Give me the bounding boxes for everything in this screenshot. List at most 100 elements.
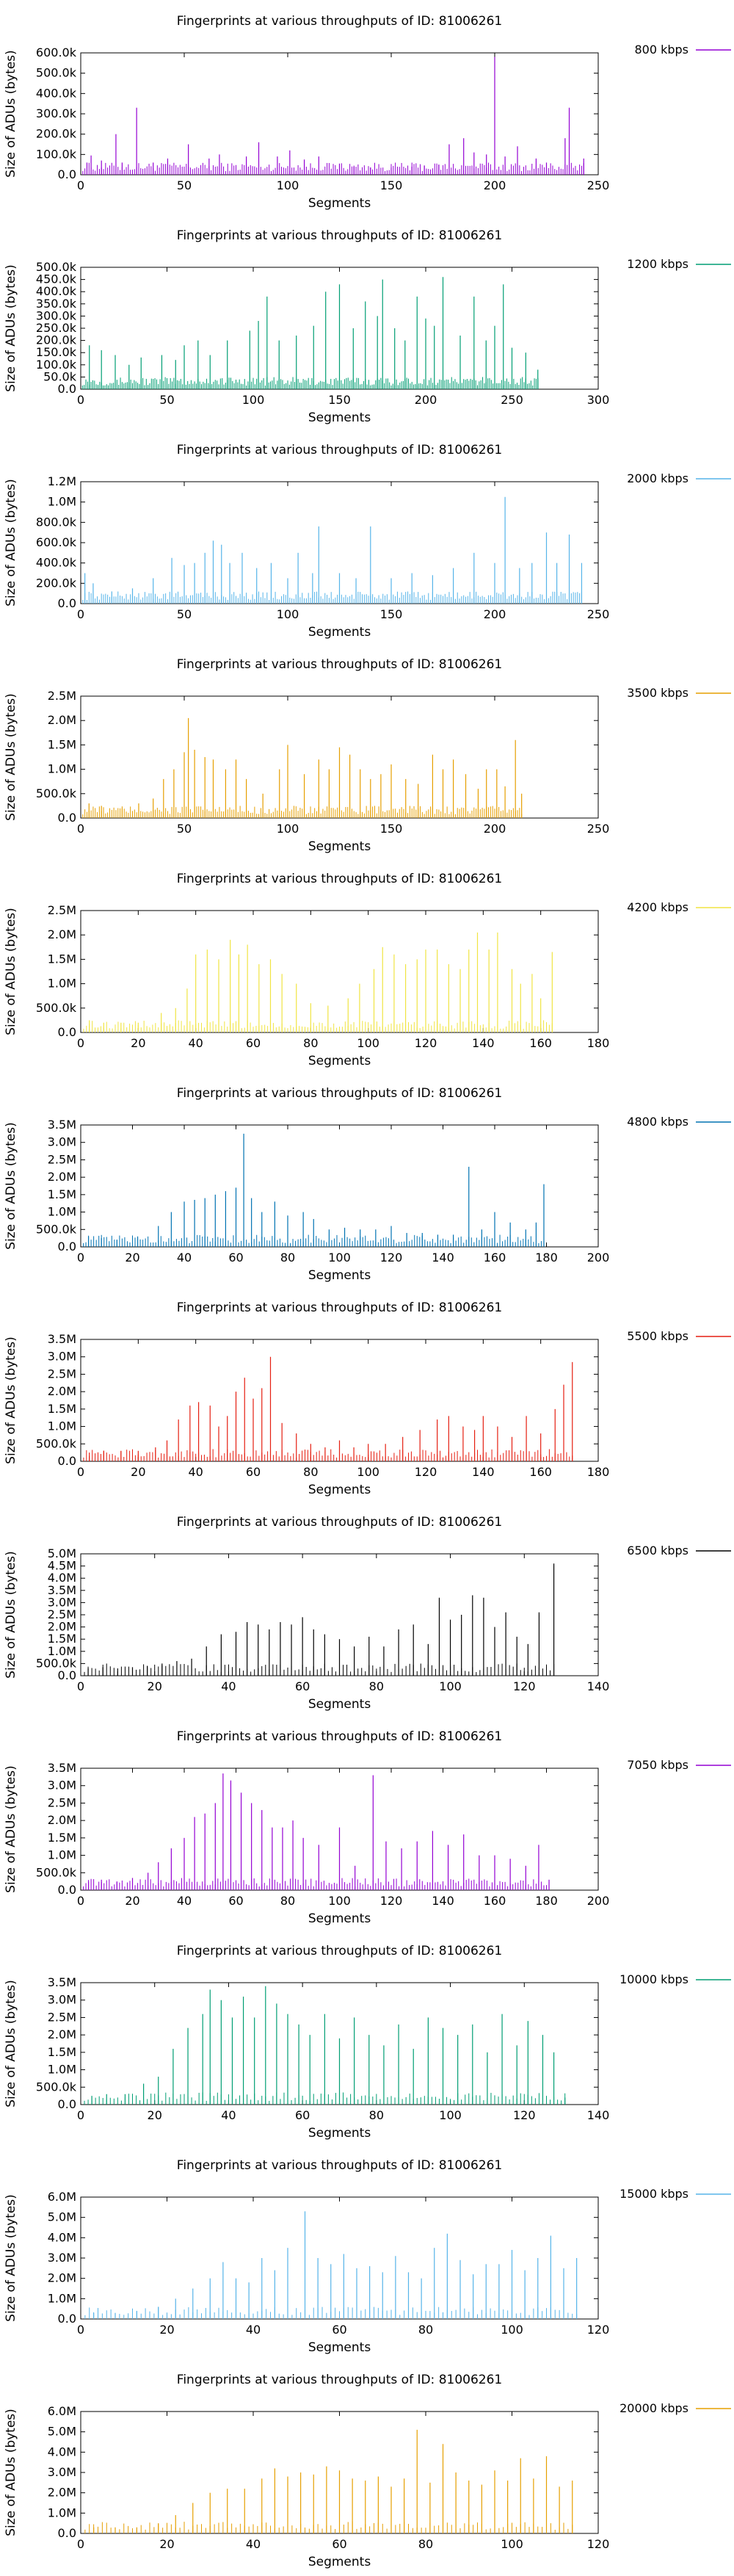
x-axis-label: Segments — [308, 1697, 371, 1712]
y-tick-label: 3.0M — [48, 2251, 76, 2265]
y-tick-label: 500.0k — [36, 1222, 77, 1236]
y-tick-label: 100.0k — [36, 147, 77, 161]
x-axis-label: Segments — [308, 410, 371, 425]
y-tick-label: 400.0k — [36, 284, 77, 298]
y-tick-label: 3.5M — [48, 1332, 76, 1346]
y-tick-label: 2.0M — [48, 1813, 76, 1827]
bars — [84, 1986, 566, 2105]
y-tick-label: 2.5M — [48, 1795, 76, 1809]
x-tick-label: 80 — [369, 2108, 384, 2122]
x-tick-label: 50 — [159, 393, 174, 407]
chart-title: Fingerprints at various throughputs of I… — [177, 228, 502, 243]
x-tick-label: 20 — [125, 1251, 139, 1265]
x-tick-label: 50 — [177, 178, 192, 192]
y-tick-label: 1.0M — [48, 2506, 76, 2519]
y-tick-label: 3.5M — [48, 1761, 76, 1775]
y-tick-label: 2.0M — [48, 1384, 76, 1398]
x-tick-label: 40 — [221, 1679, 236, 1693]
y-tick-label: 0.0 — [58, 1454, 76, 1468]
y-tick-label: 1.0M — [48, 1644, 76, 1658]
y-tick-label: 1.0M — [48, 1848, 76, 1862]
y-tick-label: 200.0k — [36, 576, 77, 590]
x-axis-label: Segments — [308, 1483, 371, 1497]
y-tick-label: 500.0k — [36, 1865, 77, 1879]
chart-title: Fingerprints at various throughputs of I… — [177, 14, 502, 29]
bars — [82, 57, 584, 175]
x-tick-label: 60 — [228, 1894, 243, 1908]
x-tick-label: 0 — [77, 393, 84, 407]
x-tick-label: 40 — [188, 1036, 203, 1050]
y-tick-label: 600.0k — [36, 535, 77, 549]
x-tick-label: 100 — [357, 1465, 379, 1479]
y-tick-label: 400.0k — [36, 556, 77, 570]
y-tick-label: 2.0M — [48, 2486, 76, 2500]
x-axis-label: Segments — [308, 839, 371, 854]
legend-label: 7050 kbps — [627, 1758, 688, 1772]
x-tick-label: 160 — [484, 1894, 506, 1908]
y-axis-label: Size of ADUs (bytes) — [4, 2409, 18, 2536]
y-axis-label: Size of ADUs (bytes) — [4, 1980, 18, 2108]
chart-title: Fingerprints at various throughputs of I… — [177, 2373, 502, 2387]
x-tick-label: 200 — [587, 1894, 610, 1908]
y-tick-label: 500.0k — [36, 260, 77, 274]
x-tick-label: 40 — [177, 1894, 192, 1908]
x-tick-label: 0 — [77, 1894, 84, 1908]
y-tick-label: 400.0k — [36, 86, 77, 100]
chart-panel-11: Fingerprints at various throughputs of I… — [4, 2158, 731, 2355]
x-axis-label: Segments — [308, 196, 371, 211]
x-tick-label: 20 — [148, 1679, 162, 1693]
chart-panel-4: Fingerprints at various throughputs of I… — [4, 657, 731, 854]
x-tick-label: 140 — [472, 1465, 495, 1479]
y-tick-label: 3.0M — [48, 1779, 76, 1792]
y-tick-label: 3.5M — [48, 1583, 76, 1597]
legend-label: 10000 kbps — [619, 1972, 688, 1986]
y-tick-label: 150.0k — [36, 345, 77, 359]
x-tick-label: 50 — [177, 607, 192, 621]
y-tick-label: 2.5M — [48, 1607, 76, 1621]
x-tick-label: 160 — [529, 1036, 552, 1050]
x-tick-label: 80 — [418, 2537, 433, 2551]
x-tick-label: 140 — [587, 1679, 610, 1693]
x-tick-label: 80 — [280, 1251, 295, 1265]
x-tick-label: 60 — [332, 2537, 346, 2551]
bars — [83, 1133, 545, 1247]
y-tick-label: 2.5M — [48, 689, 76, 703]
chart-panel-3: Fingerprints at various throughputs of I… — [4, 443, 731, 640]
x-tick-label: 140 — [472, 1036, 495, 1050]
y-tick-label: 450.0k — [36, 272, 77, 286]
x-tick-label: 0 — [77, 2108, 84, 2122]
legend-label: 6500 kbps — [627, 1544, 688, 1557]
legend-label: 4800 kbps — [627, 1115, 688, 1129]
x-tick-label: 140 — [587, 2108, 610, 2122]
x-tick-label: 100 — [501, 2323, 523, 2337]
x-tick-label: 200 — [484, 607, 506, 621]
y-tick-label: 0.0 — [58, 2526, 76, 2540]
x-tick-label: 250 — [587, 822, 610, 836]
y-tick-label: 4.5M — [48, 1559, 76, 1573]
y-axis-label: Size of ADUs (bytes) — [4, 479, 18, 607]
y-tick-label: 1.0M — [48, 1205, 76, 1219]
y-tick-label: 500.0k — [36, 1656, 77, 1670]
y-tick-label: 0.0 — [58, 1025, 76, 1039]
x-axis-label: Segments — [308, 2340, 371, 2355]
x-axis-label: Segments — [308, 1268, 371, 1283]
y-tick-label: 1.0M — [48, 977, 76, 991]
y-tick-label: 3.0M — [48, 1595, 76, 1609]
x-tick-label: 60 — [332, 2323, 346, 2337]
y-tick-label: 6.0M — [48, 2190, 76, 2204]
x-tick-label: 100 — [439, 1679, 462, 1693]
x-tick-label: 160 — [529, 1465, 552, 1479]
x-tick-label: 100 — [277, 607, 299, 621]
y-tick-label: 2.5M — [48, 903, 76, 917]
y-axis-label: Size of ADUs (bytes) — [4, 1551, 18, 1679]
y-tick-label: 350.0k — [36, 297, 77, 311]
bars — [84, 2211, 578, 2319]
y-tick-label: 3.5M — [48, 1118, 76, 1132]
y-axis-label: Size of ADUs (bytes) — [4, 908, 18, 1035]
x-tick-label: 150 — [380, 607, 403, 621]
x-tick-label: 100 — [357, 1036, 379, 1050]
chart-title: Fingerprints at various throughputs of I… — [177, 1944, 502, 1958]
y-tick-label: 3.0M — [48, 1993, 76, 2007]
legend-label: 3500 kbps — [627, 686, 688, 700]
x-tick-label: 250 — [587, 607, 610, 621]
